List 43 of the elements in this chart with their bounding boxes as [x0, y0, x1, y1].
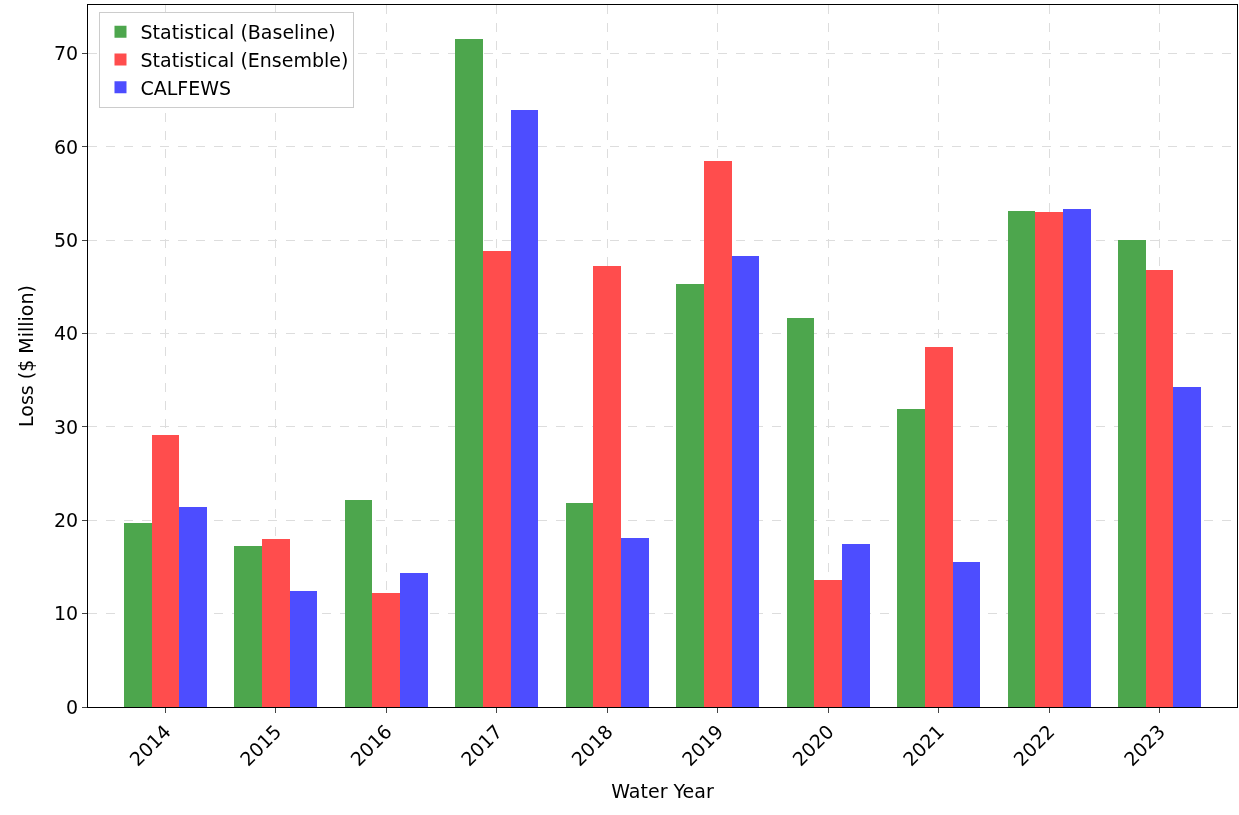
- bar: [1063, 209, 1091, 707]
- legend-label: Statistical (Baseline): [140, 21, 336, 44]
- bar: [262, 539, 290, 707]
- bar: [732, 256, 759, 707]
- bar: [1008, 211, 1035, 707]
- bar: [676, 284, 704, 707]
- bar: [290, 591, 317, 707]
- y-tick-label: 20: [54, 508, 79, 531]
- bar: [455, 39, 483, 707]
- bar: [787, 318, 814, 707]
- y-tick-label: 70: [54, 42, 79, 65]
- bar: [179, 507, 207, 707]
- y-tick-label: 30: [54, 415, 79, 438]
- y-tick-label: 50: [54, 228, 79, 251]
- bar: [234, 546, 262, 707]
- y-axis-title: Loss ($ Million): [14, 285, 37, 427]
- bar: [345, 500, 372, 707]
- bar: [1035, 212, 1063, 707]
- bar: [842, 544, 870, 707]
- bar: [704, 161, 732, 707]
- bar: [621, 538, 649, 707]
- y-tick-label: 0: [66, 695, 79, 718]
- bar: [953, 562, 980, 707]
- bar: [400, 573, 428, 707]
- bar: [372, 593, 400, 707]
- bar: [152, 435, 179, 707]
- bar: [1146, 270, 1173, 707]
- y-tick-label: 40: [54, 322, 79, 345]
- bar: [1173, 387, 1201, 707]
- bar: [593, 266, 621, 707]
- bar: [1118, 240, 1146, 707]
- y-tick-label: 10: [54, 602, 79, 625]
- bar: [814, 580, 842, 707]
- bar: [124, 523, 152, 707]
- legend-label: CALFEWS: [140, 76, 232, 99]
- bar: [511, 110, 538, 707]
- bar: [897, 409, 925, 707]
- bar: [566, 503, 593, 707]
- bar: [483, 251, 511, 707]
- legend-label: Statistical (Ensemble): [140, 48, 349, 71]
- y-tick-label: 60: [54, 135, 79, 158]
- bar: [925, 347, 953, 707]
- x-axis-title: Water Year: [611, 779, 714, 802]
